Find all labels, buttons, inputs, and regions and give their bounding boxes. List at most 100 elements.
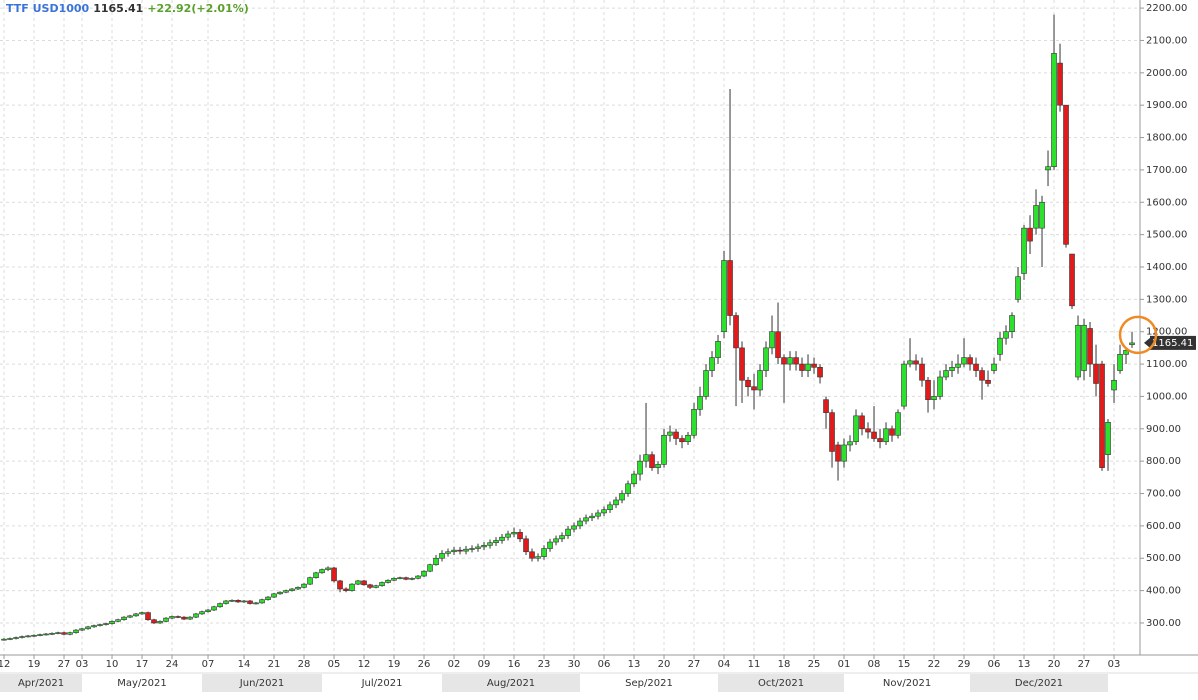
candle-body bbox=[433, 557, 439, 566]
candle-body bbox=[349, 583, 355, 591]
candle-body bbox=[361, 580, 367, 586]
y-tick-label: 1500.00 bbox=[1146, 230, 1187, 241]
y-tick-label: 800.00 bbox=[1146, 456, 1181, 467]
candle-body bbox=[67, 632, 73, 635]
candle-body bbox=[775, 331, 781, 358]
candle-body bbox=[739, 347, 745, 381]
candle-body bbox=[379, 582, 385, 587]
y-tick-label: 1100.00 bbox=[1146, 359, 1187, 370]
candle-body bbox=[907, 360, 913, 365]
candle-body bbox=[727, 260, 733, 316]
x-tick-label: 15 bbox=[898, 659, 911, 670]
candle-body bbox=[259, 599, 265, 604]
y-tick-label: 1900.00 bbox=[1146, 100, 1187, 111]
month-band bbox=[82, 674, 203, 692]
x-tick-label: 11 bbox=[748, 659, 761, 670]
candle-body bbox=[577, 520, 583, 527]
candle-body bbox=[1033, 205, 1039, 229]
candle-body bbox=[523, 538, 529, 553]
candle-body bbox=[13, 637, 19, 639]
candle-body bbox=[445, 551, 451, 554]
month-label: Aug/2021 bbox=[487, 678, 535, 689]
candle-body bbox=[499, 536, 505, 541]
candle-body bbox=[19, 636, 25, 638]
x-tick-label: 27 bbox=[1078, 659, 1091, 670]
candle-body bbox=[961, 357, 967, 365]
candle-body bbox=[229, 600, 235, 602]
candle-body bbox=[1021, 227, 1027, 274]
candle-body bbox=[931, 396, 937, 400]
candle-body bbox=[409, 578, 415, 580]
y-tick-label: 2000.00 bbox=[1146, 68, 1187, 79]
candle-body bbox=[205, 609, 211, 612]
candle-body bbox=[31, 634, 37, 637]
candle-body bbox=[565, 528, 571, 536]
candle-body bbox=[175, 616, 181, 618]
y-tick-label: 2100.00 bbox=[1146, 35, 1187, 46]
month-label: May/2021 bbox=[117, 678, 167, 689]
candle-body bbox=[283, 590, 289, 593]
candle-body bbox=[709, 357, 715, 371]
x-tick-label: 27 bbox=[58, 659, 71, 670]
candle-body bbox=[43, 633, 49, 636]
candle-body bbox=[139, 612, 145, 615]
candle-body bbox=[127, 615, 133, 618]
grid bbox=[0, 0, 1140, 655]
candle-body bbox=[547, 541, 553, 549]
x-tick-label: 09 bbox=[478, 659, 491, 670]
candle-body bbox=[1129, 342, 1135, 345]
candle-body bbox=[505, 533, 511, 538]
candle-body bbox=[841, 444, 847, 462]
candle-body bbox=[235, 600, 241, 603]
candle-body bbox=[217, 603, 223, 608]
candle-body bbox=[721, 260, 727, 333]
candle-body bbox=[757, 370, 763, 391]
candle-body bbox=[781, 357, 787, 365]
candle-body bbox=[25, 635, 31, 638]
candle-body bbox=[187, 616, 193, 620]
candle-body bbox=[805, 363, 811, 371]
month-label: Oct/2021 bbox=[758, 678, 804, 689]
candle-body bbox=[829, 412, 835, 452]
candle-body bbox=[955, 363, 961, 368]
x-tick-label: 21 bbox=[268, 659, 281, 670]
candle-body bbox=[865, 428, 871, 433]
candle-body bbox=[487, 542, 493, 546]
last-price-label: 1165.41 bbox=[1152, 338, 1193, 349]
month-band bbox=[580, 674, 719, 692]
x-tick-label: 13 bbox=[628, 659, 641, 670]
candle-body bbox=[463, 548, 469, 552]
candle-body bbox=[703, 370, 709, 397]
month-bands bbox=[0, 674, 1140, 692]
candle-body bbox=[211, 606, 217, 611]
candle-body bbox=[1003, 331, 1009, 339]
month-band bbox=[442, 674, 581, 692]
candle-body bbox=[595, 512, 601, 517]
candle-body bbox=[55, 632, 61, 634]
x-tick-label: 20 bbox=[658, 659, 671, 670]
candle-body bbox=[649, 454, 655, 468]
month-label: Apr/2021 bbox=[18, 678, 64, 689]
candle-body bbox=[7, 638, 13, 640]
candle-body bbox=[889, 428, 895, 436]
candle-body bbox=[247, 600, 253, 604]
candle-body bbox=[919, 363, 925, 381]
month-band bbox=[202, 674, 323, 692]
candle-body bbox=[277, 591, 283, 595]
candle-body bbox=[355, 580, 361, 585]
y-tick-label: 1800.00 bbox=[1146, 133, 1187, 144]
candle-body bbox=[799, 363, 805, 371]
x-tick-label: 06 bbox=[988, 659, 1001, 670]
candle-body bbox=[109, 621, 115, 624]
candle-body bbox=[403, 577, 409, 580]
y-tick-label: 700.00 bbox=[1146, 489, 1181, 500]
y-tick-label: 900.00 bbox=[1146, 424, 1181, 435]
y-tick-label: 1600.00 bbox=[1146, 197, 1187, 208]
candle-body bbox=[241, 600, 247, 603]
candle-body bbox=[517, 532, 523, 540]
candle-body bbox=[91, 625, 97, 628]
candle-body bbox=[979, 370, 985, 381]
candle-body bbox=[481, 544, 487, 548]
candle-body bbox=[553, 538, 559, 543]
candle-body bbox=[967, 357, 973, 365]
